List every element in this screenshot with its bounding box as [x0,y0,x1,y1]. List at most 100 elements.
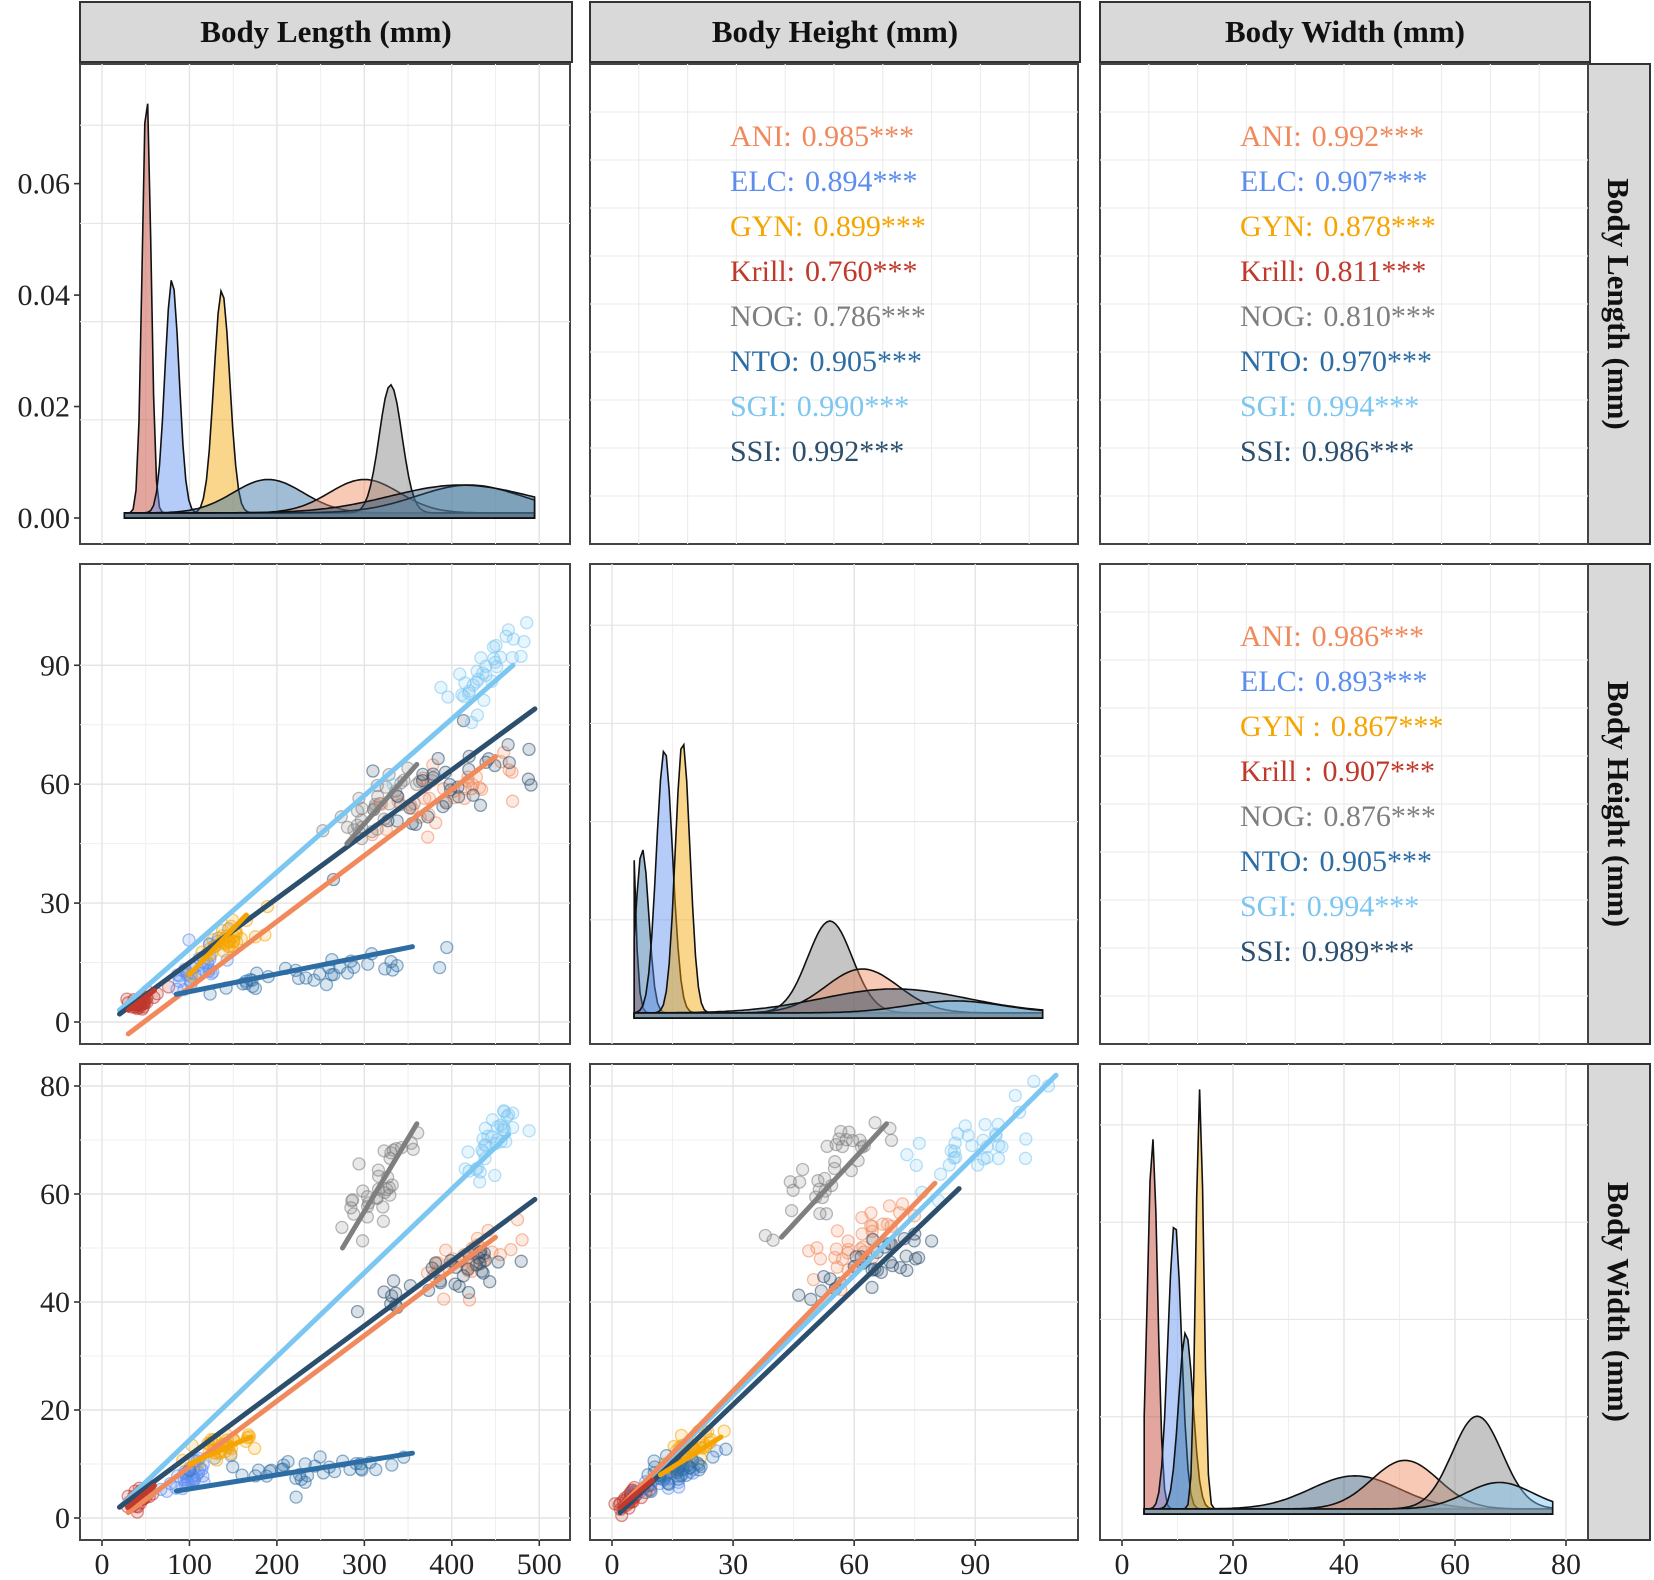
point-sgi [455,688,469,702]
correlation-value: 0.810*** [1323,300,1436,333]
correlation-krill: Krill: 0.760*** [730,255,918,288]
x-tick-width: 80 [1551,1548,1581,1580]
x-tick-length: 400 [429,1548,474,1580]
correlation-label: SSI: [730,435,782,468]
column-strip-length-label: Body Length (mm) [200,14,451,49]
correlation-ssi: SSI: 0.986*** [1240,435,1414,468]
point-sgi [1019,1132,1033,1146]
point-ssi [502,755,516,770]
fit-line-gyn [186,912,249,977]
point-ssi [416,767,430,782]
point-nog [376,1214,391,1228]
point-sgi [517,634,531,649]
point-nto [440,940,454,955]
y-tick-density: 0.04 [18,279,71,312]
panel-scatter-height-length [79,563,571,1045]
y-tick-width: 20 [40,1394,70,1427]
y-tick-width: 0 [55,1502,70,1535]
point-ssi [899,1249,913,1263]
x-tick-length: 100 [167,1548,212,1580]
point-nto [647,1454,661,1468]
point-nog [335,1220,349,1235]
panel-scatter-width-height [589,1063,1079,1541]
point-sgi [1027,1074,1041,1089]
point-ssi [792,1288,806,1302]
x-tick-width: 20 [1218,1548,1248,1580]
point-ssi [491,1255,505,1269]
point-sgi [489,638,503,653]
correlation-value: 0.867*** [1331,710,1444,743]
point-ssi [431,751,445,766]
point-nto [361,957,375,971]
row-strip-width: Body Width (mm) [1587,1063,1651,1541]
point-nog [758,1228,772,1243]
point-nto [385,1458,399,1472]
point-ani [835,1252,850,1267]
x-tick-height: 90 [960,1548,990,1580]
point-nto [319,977,334,992]
point-ani [505,794,520,808]
point-sgi [991,1151,1006,1166]
point-ani [855,1227,869,1241]
point-sgi [933,1167,948,1181]
point-ssi [366,764,380,778]
correlation-elc: ELC: 0.894*** [730,165,918,198]
point-ssi [426,767,440,781]
point-sgi [942,1158,956,1172]
point-sgi [980,1150,994,1165]
fit-line-nog [779,1121,889,1240]
column-strip-width: Body Width (mm) [1099,1,1591,63]
row-strip-length: Body Length (mm) [1587,63,1651,545]
row-strip-height: Body Height (mm) [1587,563,1651,1045]
point-ani [806,1272,821,1287]
y-tick-height: 0 [55,1006,70,1039]
point-sgi [485,1113,500,1127]
x-tick-length: 0 [95,1548,110,1580]
point-nog [345,1194,359,1208]
point-nog [884,1133,899,1148]
point-nog [820,1139,834,1154]
x-tick-width: 0 [1115,1548,1130,1580]
point-ssi [900,1263,914,1278]
fit-line-sgi [116,662,516,1013]
correlation-nto: NTO: 0.905*** [1240,845,1432,878]
y-tick-width: 60 [40,1178,70,1211]
point-nto [226,1460,240,1474]
y-tick-density: 0.06 [18,168,71,201]
fit-line-gyn [657,1434,724,1478]
correlation-sgi: SGI: 0.990*** [730,390,909,423]
point-nog [377,1144,391,1158]
point-ssi [448,1277,462,1291]
grid [1100,64,1588,544]
point-ani [515,1233,529,1247]
x-tick-height: 30 [718,1548,748,1580]
correlation-label: NOG: [730,300,803,333]
correlation-value: 0.899*** [813,210,926,243]
x-tick-width: 40 [1329,1548,1359,1580]
x-tick-width: 60 [1440,1548,1470,1580]
column-strip-height-label: Body Height (mm) [712,14,958,49]
point-nog [832,1132,846,1146]
point-ssi [483,1275,497,1289]
correlation-ssi: SSI: 0.992*** [730,435,904,468]
point-nog [385,1178,399,1192]
point-ani [830,1224,845,1238]
correlation-value: 0.894*** [805,165,918,198]
point-ani [802,1244,816,1258]
correlation-label: ANI: [1240,620,1302,653]
point-ssi [893,1260,908,1275]
scatter-marks [116,1104,538,1519]
point-ssi [461,1285,476,1300]
row-strip-width-label: Body Width (mm) [1601,1182,1636,1422]
point-nog [356,1184,370,1198]
point-ssi [524,778,538,792]
correlation-value: 0.994*** [1307,390,1420,423]
panel-density-height [589,563,1079,1045]
point-sgi [912,1136,926,1150]
y-tick-density: 0.02 [18,391,71,424]
correlation-ani: ANI: 0.985*** [730,120,914,153]
point-ani [504,1242,518,1257]
column-strip-height: Body Height (mm) [589,1,1081,63]
point-ssi [421,810,435,824]
point-nog [376,1200,390,1214]
